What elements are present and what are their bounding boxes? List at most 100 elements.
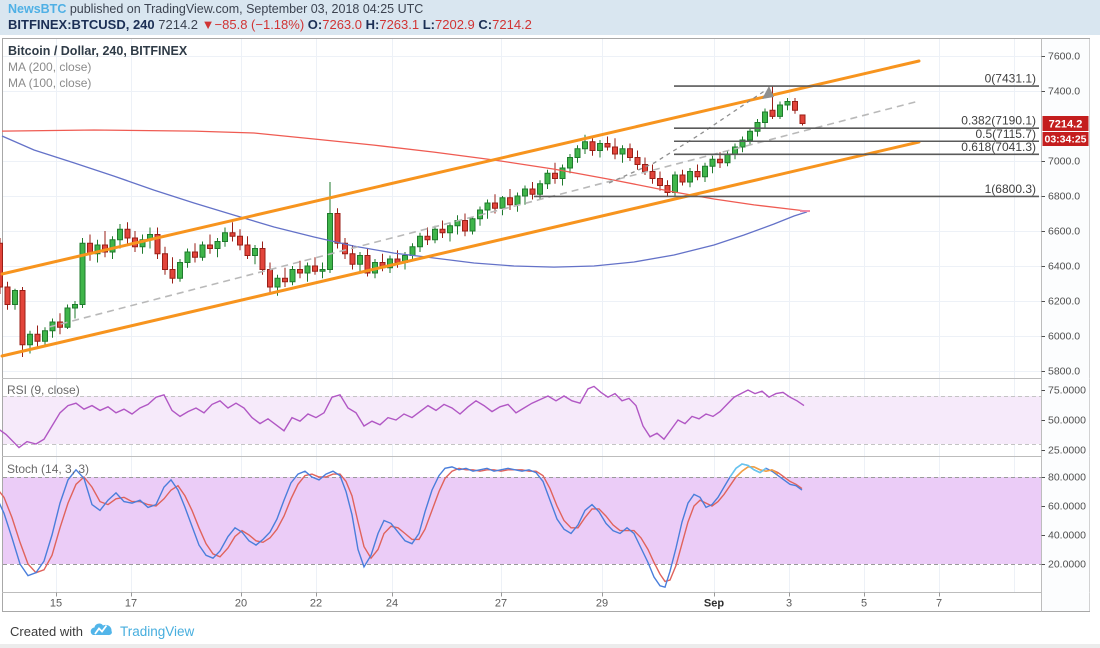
- candle-up: [72, 304, 78, 309]
- candle-up: [777, 104, 783, 117]
- candle-down: [589, 141, 596, 151]
- last-price: 7214.2: [158, 17, 199, 32]
- chart-text: 20.0000: [1048, 559, 1086, 571]
- arrow-head-icon: [762, 86, 774, 99]
- chart-text: 25.0000: [1048, 445, 1086, 457]
- candle-up: [184, 251, 191, 263]
- candle-down: [649, 171, 656, 179]
- candle-down: [717, 158, 723, 164]
- candle-up: [447, 225, 453, 234]
- candle-up: [559, 167, 566, 179]
- tradingview-logo-icon: [90, 622, 113, 640]
- candle-up: [567, 157, 573, 169]
- candle-up: [109, 239, 116, 253]
- candle-down: [57, 321, 63, 328]
- candle-up: [432, 228, 438, 241]
- chart-text: 1(6800.3): [985, 182, 1036, 196]
- high-label: H:: [365, 17, 380, 32]
- stoch-d-overbought-line: [735, 466, 779, 478]
- chart-text: 7400.0: [1048, 86, 1080, 98]
- symbol-interval[interactable]: BITFINEX:BTCUSD, 240: [8, 17, 155, 32]
- candle-down: [154, 234, 161, 255]
- chart-text: 50.0000: [1048, 415, 1086, 427]
- candle-up: [762, 111, 768, 123]
- candle-up: [12, 290, 18, 305]
- candle-up: [709, 158, 716, 167]
- footer: Created with TradingView: [10, 622, 194, 640]
- price-chart-canvas[interactable]: 0(7431.1) 0.382(7190.1)0.5(7115.7)0.618(7…: [0, 38, 1100, 616]
- candle-down: [657, 178, 663, 186]
- candle-up: [582, 141, 588, 150]
- candle-up: [544, 172, 551, 185]
- chart-text: 75.0000: [1048, 385, 1086, 397]
- publish-header: NewsBTC published on TradingView.com, Se…: [0, 0, 1100, 35]
- chart-text: 15: [50, 598, 62, 610]
- candle-down: [334, 213, 341, 244]
- last-price-badge: [1042, 116, 1089, 131]
- chart-text: Sep: [704, 598, 724, 610]
- channel-lower-line: [0, 140, 921, 358]
- close-value: 7214.2: [492, 17, 532, 32]
- chart-text: 7600.0: [1048, 51, 1080, 63]
- candle-up: [64, 307, 71, 328]
- candle-down: [169, 269, 176, 279]
- candle-down: [259, 248, 266, 270]
- candle-down: [529, 188, 536, 195]
- candle-up: [319, 269, 326, 272]
- candle-up: [724, 153, 731, 164]
- low-label: L:: [422, 17, 436, 32]
- chart-text: 5: [861, 598, 867, 610]
- candle-up: [574, 148, 581, 158]
- publisher-link[interactable]: NewsBTC: [8, 2, 67, 16]
- publish-text: published on TradingView.com, September …: [66, 2, 424, 16]
- stoch-pane-label: Stoch (14, 3, 3): [7, 462, 89, 476]
- chart-text: 6200.0: [1048, 296, 1080, 308]
- candle-up: [514, 195, 521, 206]
- rsi-line: [0, 385, 805, 449]
- candle-up: [597, 143, 603, 151]
- candle-down: [492, 202, 498, 209]
- candle-down: [34, 333, 41, 342]
- candle-down: [424, 235, 431, 241]
- price-change: −85.8 (−1.18%): [214, 17, 305, 32]
- candle-up: [274, 277, 281, 288]
- dashed-arrow: [608, 89, 767, 184]
- candle-down: [612, 146, 618, 155]
- candle-down: [604, 143, 611, 148]
- rsi-band: [3, 396, 1041, 444]
- low-value: 7202.9: [435, 17, 475, 32]
- chart-text: 6600.0: [1048, 226, 1080, 238]
- chart-text: 29: [596, 598, 608, 610]
- candle-up: [214, 241, 221, 249]
- candle-up: [537, 183, 543, 195]
- candle-down: [19, 290, 26, 346]
- candle-up: [409, 246, 416, 256]
- chart-text: 80.0000: [1048, 472, 1086, 484]
- candle-up: [42, 330, 48, 342]
- candle-down: [664, 185, 671, 193]
- chart-text: 0(7431.1): [985, 72, 1036, 86]
- candle-down: [244, 244, 251, 256]
- candle-down: [552, 172, 558, 179]
- candle-up: [739, 139, 746, 148]
- candle-down: [282, 277, 288, 283]
- chart-text: 6800.0: [1048, 191, 1080, 203]
- candle-up: [687, 171, 693, 183]
- stoch-k-overbought-line: [729, 463, 767, 478]
- chart-text: 27: [495, 598, 507, 610]
- candle-down: [349, 253, 356, 265]
- candle-up: [252, 248, 258, 256]
- bottom-strip: [0, 644, 1100, 648]
- chart-text: 0.382(7190.1): [961, 114, 1036, 128]
- candle-up: [94, 244, 101, 255]
- tradingview-link[interactable]: TradingView: [119, 623, 195, 639]
- rsi-pane-label: RSI (9, close): [7, 383, 80, 397]
- chart-text: 5800.0: [1048, 366, 1080, 378]
- candle-down: [769, 109, 776, 117]
- ma200-legend: MA (200, close): [8, 60, 91, 74]
- candle-up: [27, 333, 33, 346]
- candle-down: [192, 251, 198, 258]
- open-value: 7263.0: [322, 17, 362, 32]
- chart-text: 40.0000: [1048, 530, 1086, 542]
- candle-down: [694, 171, 701, 178]
